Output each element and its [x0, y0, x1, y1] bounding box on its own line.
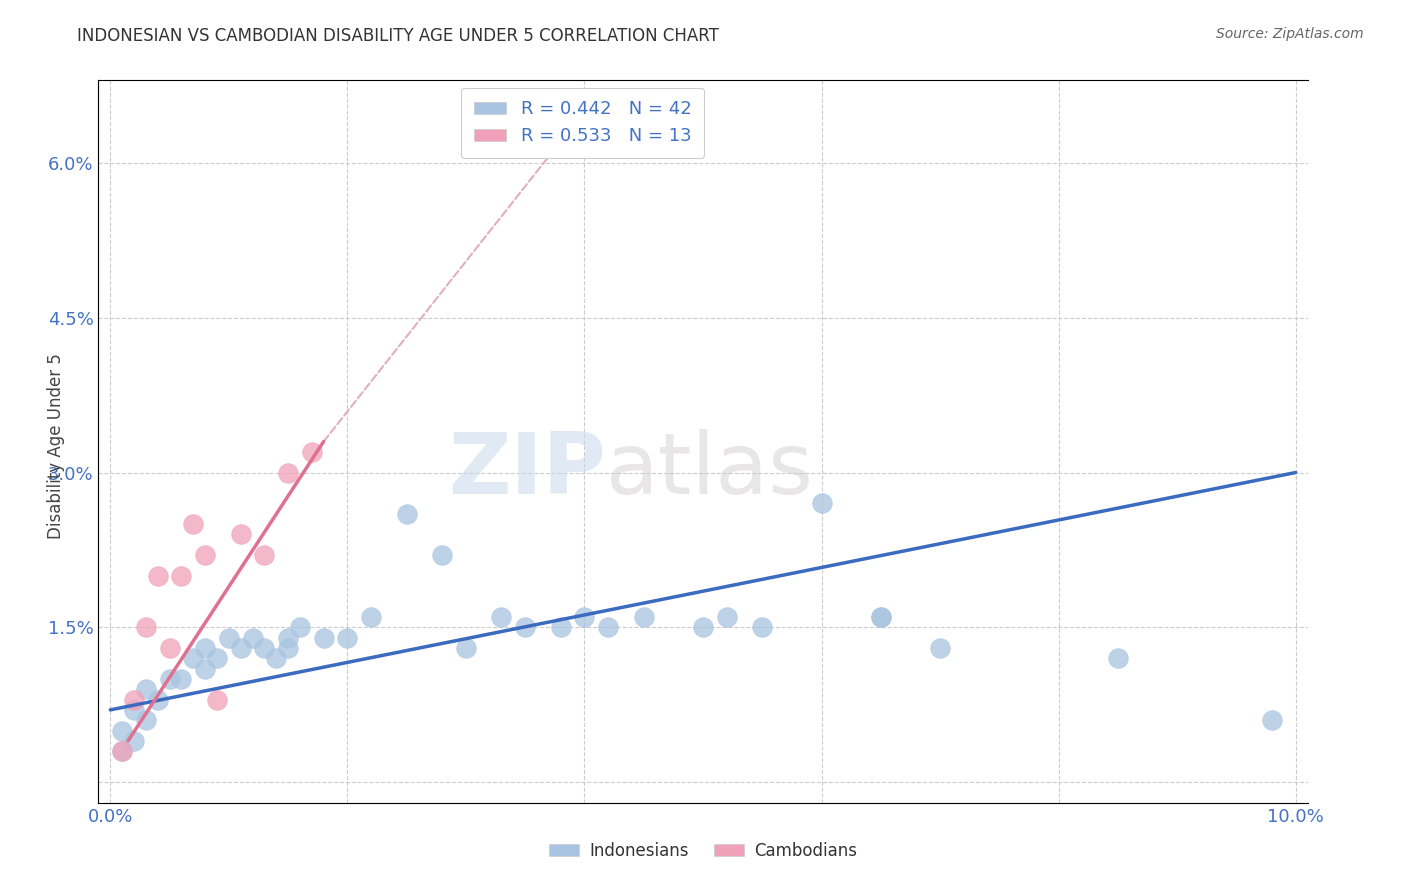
Point: [716, 610, 738, 624]
Point: [253, 548, 276, 562]
Point: [574, 610, 596, 624]
Point: [122, 703, 145, 717]
Point: [360, 610, 382, 624]
Point: [301, 445, 323, 459]
Point: [122, 734, 145, 748]
Point: [253, 640, 276, 655]
Point: [181, 517, 204, 532]
Point: [264, 651, 287, 665]
Point: [135, 713, 157, 727]
Point: [181, 651, 204, 665]
Point: [218, 631, 240, 645]
Point: [159, 672, 181, 686]
Point: [277, 640, 299, 655]
Point: [692, 620, 714, 634]
Point: [122, 692, 145, 706]
Legend: Indonesians, Cambodians: Indonesians, Cambodians: [543, 836, 863, 867]
Point: [869, 610, 891, 624]
Point: [159, 640, 181, 655]
Point: [111, 744, 134, 758]
Point: [229, 640, 252, 655]
Point: [229, 527, 252, 541]
Point: [194, 640, 217, 655]
Point: [135, 682, 157, 697]
Point: [277, 631, 299, 645]
Point: [111, 744, 134, 758]
Point: [135, 620, 157, 634]
Point: [312, 631, 335, 645]
Text: Source: ZipAtlas.com: Source: ZipAtlas.com: [1216, 27, 1364, 41]
Point: [242, 631, 264, 645]
Point: [550, 620, 572, 634]
Point: [288, 620, 311, 634]
Point: [432, 548, 454, 562]
Point: [491, 610, 513, 624]
Text: INDONESIAN VS CAMBODIAN DISABILITY AGE UNDER 5 CORRELATION CHART: INDONESIAN VS CAMBODIAN DISABILITY AGE U…: [77, 27, 720, 45]
Point: [194, 662, 217, 676]
Point: [277, 466, 299, 480]
Point: [170, 672, 193, 686]
Point: [751, 620, 773, 634]
Point: [395, 507, 418, 521]
Point: [336, 631, 359, 645]
Text: atlas: atlas: [606, 429, 814, 512]
Text: Disability Age Under 5: Disability Age Under 5: [48, 353, 65, 539]
Text: ZIP: ZIP: [449, 429, 606, 512]
Point: [146, 692, 169, 706]
Point: [454, 640, 477, 655]
Point: [205, 692, 228, 706]
Point: [205, 651, 228, 665]
Point: [598, 620, 620, 634]
Point: [194, 548, 217, 562]
Point: [1261, 713, 1284, 727]
Point: [146, 568, 169, 582]
Point: [515, 620, 537, 634]
Point: [111, 723, 134, 738]
Point: [633, 610, 655, 624]
Point: [810, 496, 832, 510]
Point: [1107, 651, 1129, 665]
Point: [170, 568, 193, 582]
Point: [929, 640, 952, 655]
Point: [869, 610, 891, 624]
